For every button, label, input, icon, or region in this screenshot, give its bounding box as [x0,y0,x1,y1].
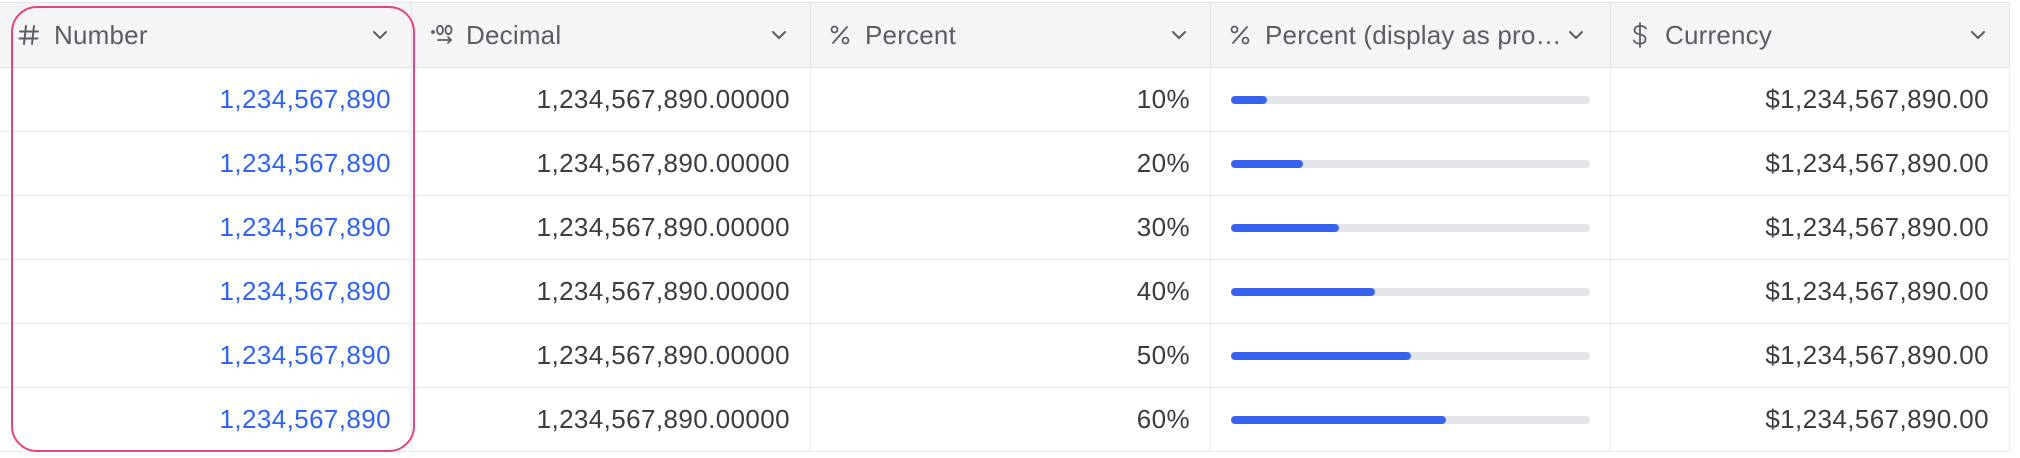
progress-fill [1231,351,1411,360]
cell-decimal[interactable]: 1,234,567,890.00000 [412,196,811,259]
cell-value: 1,234,567,890.00000 [536,276,790,306]
cell-value: 40% [1136,276,1190,306]
cell-progress[interactable] [1211,68,1611,131]
cell-value: 1,234,567,890.00000 [536,404,790,434]
cell-currency[interactable]: $1,234,567,890.00 [1611,68,2010,131]
column-header-percent-progress[interactable]: Percent (display as pro… [1211,3,1611,67]
cell-number[interactable]: 1,234,567,890 [0,132,412,195]
cell-currency[interactable]: $1,234,567,890.00 [1611,132,2010,195]
cell-value: 20% [1136,148,1190,178]
progress-fill [1231,223,1339,232]
column-header-percent[interactable]: Percent [811,3,1211,67]
table-row[interactable]: 1,234,567,890 1,234,567,890.00000 40% $1,23… [0,260,2010,324]
cell-progress[interactable] [1211,260,1611,323]
percent-icon [829,24,859,46]
column-header-label: Number [54,19,148,50]
cell-value: 1,234,567,890 [219,404,391,434]
cell-progress[interactable] [1211,388,1611,451]
grid-header: Number Decimal [0,2,2010,68]
chevron-down-icon[interactable] [363,29,397,41]
cell-percent[interactable]: 60% [811,388,1211,451]
cell-value: $1,234,567,890.00 [1765,212,1989,242]
cell-value: 1,234,567,890.00000 [536,84,790,114]
column-header-label: Currency [1665,19,1773,50]
cell-currency[interactable]: $1,234,567,890.00 [1611,324,2010,387]
percent-icon [1229,24,1259,46]
dollar-icon [1629,22,1659,48]
progress-fill [1231,287,1375,296]
cell-value: 50% [1136,340,1190,370]
cell-value: $1,234,567,890.00 [1765,404,1989,434]
chevron-down-icon[interactable] [762,29,796,41]
cell-number[interactable]: 1,234,567,890 [0,388,412,451]
table-row[interactable]: 1,234,567,890 1,234,567,890.00000 30% $1,23… [0,196,2010,260]
hash-icon [18,24,48,46]
table-row[interactable]: 1,234,567,890 1,234,567,890.00000 20% $1,23… [0,132,2010,196]
progress-track [1231,415,1590,424]
progress-fill [1231,95,1267,104]
cell-currency[interactable]: $1,234,567,890.00 [1611,260,2010,323]
table-row[interactable]: 1,234,567,890 1,234,567,890.00000 50% $1,23… [0,324,2010,388]
column-header-decimal[interactable]: Decimal [412,3,811,67]
cell-percent[interactable]: 50% [811,324,1211,387]
column-header-label: Percent (display as pro… [1265,19,1562,50]
cell-value: 1,234,567,890.00000 [536,340,790,370]
chevron-down-icon[interactable] [1564,29,1588,41]
cell-number[interactable]: 1,234,567,890 [0,324,412,387]
cell-value: 10% [1136,84,1190,114]
cell-decimal[interactable]: 1,234,567,890.00000 [412,388,811,451]
cell-number[interactable]: 1,234,567,890 [0,68,412,131]
table-row[interactable]: 1,234,567,890 1,234,567,890.00000 10% $1,23… [0,68,2010,132]
chevron-down-icon[interactable] [1162,29,1196,41]
chevron-down-icon[interactable] [1961,29,1995,41]
cell-percent[interactable]: 30% [811,196,1211,259]
cell-value: 1,234,567,890.00000 [536,212,790,242]
progress-fill [1231,415,1447,424]
cell-currency[interactable]: $1,234,567,890.00 [1611,196,2010,259]
cell-progress[interactable] [1211,196,1611,259]
column-header-label: Decimal [466,19,562,50]
decimal-icon [430,24,460,46]
cell-value: $1,234,567,890.00 [1765,148,1989,178]
cell-value: 60% [1136,404,1190,434]
cell-percent[interactable]: 10% [811,68,1211,131]
cell-value: 1,234,567,890 [219,340,391,370]
cell-value: 30% [1136,212,1190,242]
cell-percent[interactable]: 40% [811,260,1211,323]
progress-track [1231,95,1590,104]
cell-decimal[interactable]: 1,234,567,890.00000 [412,324,811,387]
column-header-label: Percent [865,19,957,50]
cell-percent[interactable]: 20% [811,132,1211,195]
progress-track [1231,287,1590,296]
cell-value: $1,234,567,890.00 [1765,84,1989,114]
cell-value: $1,234,567,890.00 [1765,340,1989,370]
cell-decimal[interactable]: 1,234,567,890.00000 [412,68,811,131]
cell-number[interactable]: 1,234,567,890 [0,196,412,259]
cell-value: 1,234,567,890.00000 [536,148,790,178]
progress-track [1231,351,1590,360]
cell-value: 1,234,567,890 [219,148,391,178]
progress-track [1231,159,1590,168]
cell-decimal[interactable]: 1,234,567,890.00000 [412,132,811,195]
column-header-currency[interactable]: Currency [1611,3,2010,67]
cell-value: 1,234,567,890 [219,212,391,242]
cell-number[interactable]: 1,234,567,890 [0,260,412,323]
table-row[interactable]: 1,234,567,890 1,234,567,890.00000 60% $1,23… [0,388,2010,452]
progress-fill [1231,159,1303,168]
column-header-number[interactable]: Number [0,3,412,67]
cell-value: 1,234,567,890 [219,84,391,114]
cell-progress[interactable] [1211,324,1611,387]
progress-track [1231,223,1590,232]
cell-currency[interactable]: $1,234,567,890.00 [1611,388,2010,451]
cell-decimal[interactable]: 1,234,567,890.00000 [412,260,811,323]
cell-value: 1,234,567,890 [219,276,391,306]
cell-value: $1,234,567,890.00 [1765,276,1989,306]
cell-progress[interactable] [1211,132,1611,195]
